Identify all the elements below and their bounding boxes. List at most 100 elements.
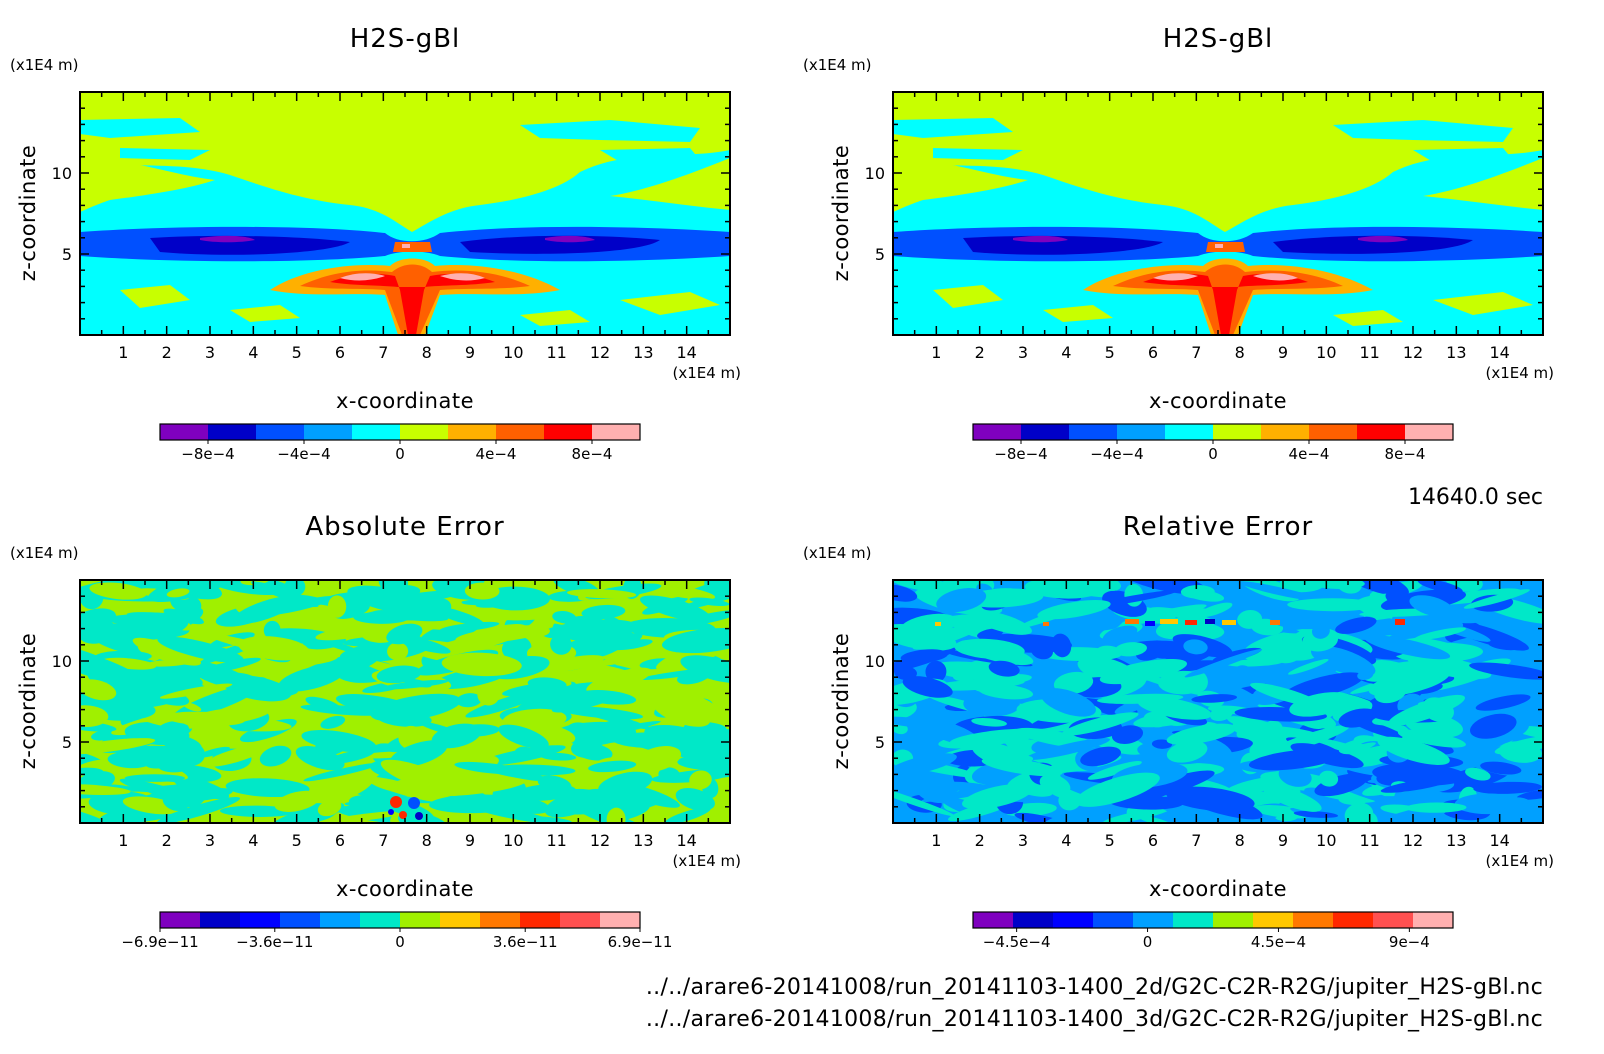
field-patch — [1357, 804, 1450, 823]
colorbar-swatch — [256, 424, 305, 440]
field-patch — [1075, 772, 1160, 807]
field-patch — [452, 724, 500, 737]
field-patch — [365, 776, 447, 803]
field-patch — [317, 799, 342, 817]
colorbar-swatch — [1405, 424, 1454, 440]
colorbar-swatch — [1253, 912, 1294, 928]
field-patch — [422, 598, 452, 620]
field-patch — [900, 613, 958, 637]
field-patch — [1191, 694, 1238, 703]
field-patch — [900, 649, 949, 663]
field-patch — [1516, 788, 1543, 800]
panel-title: H2S-gBl — [1163, 24, 1274, 54]
field-patch — [478, 745, 566, 767]
x-tick-label: 10 — [503, 831, 523, 850]
x-tick-label: 2 — [162, 343, 172, 362]
field-patch — [154, 721, 190, 744]
colorbar-tick-label: 0 — [1143, 933, 1153, 951]
field-patch — [1248, 749, 1341, 771]
field-patch — [986, 754, 1034, 767]
field-patch — [1166, 740, 1208, 763]
field-patch — [513, 625, 551, 638]
field-patch — [704, 580, 730, 592]
colorbar-tick-label: −8e−4 — [994, 445, 1047, 463]
field-patch — [1087, 761, 1142, 780]
x-axis-label: x-coordinate — [1149, 877, 1287, 901]
field-patch — [1311, 645, 1376, 677]
heatmap-field — [80, 580, 730, 823]
y-tick-label: 10 — [52, 652, 72, 671]
y-axis-label: z-coordinate — [829, 145, 853, 282]
field-patch — [157, 636, 244, 663]
field-patch — [1405, 802, 1467, 813]
colorbar-swatch — [1413, 912, 1454, 928]
field-patch — [91, 729, 116, 741]
field-patch — [1338, 708, 1378, 728]
field-patch — [689, 597, 730, 606]
field-patch — [225, 778, 310, 798]
heatmap-field — [893, 92, 1543, 335]
field-patch — [949, 728, 1044, 747]
field-patch — [1166, 723, 1237, 745]
field-patch — [1114, 642, 1147, 657]
file-path-2d: ../../arare6-20141008/run_20141103-1400_… — [646, 975, 1543, 1000]
x-unit-label: (x1E4 m) — [672, 364, 741, 382]
field-patch — [1350, 810, 1378, 823]
y-unit-label: (x1E4 m) — [803, 544, 872, 562]
x-tick-label: 5 — [1105, 343, 1115, 362]
field-patch — [1237, 609, 1263, 629]
field-patch — [936, 587, 987, 613]
x-tick-label: 6 — [335, 831, 345, 850]
x-tick-label: 11 — [546, 831, 566, 850]
x-tick-label: 2 — [975, 831, 985, 850]
panel-title: Absolute Error — [305, 512, 504, 542]
x-tick-label: 10 — [503, 343, 523, 362]
x-tick-label: 14 — [676, 343, 696, 362]
field-patch — [164, 711, 245, 726]
x-tick-label: 7 — [1191, 831, 1201, 850]
field-patch — [1233, 665, 1254, 683]
field-patch — [670, 692, 719, 714]
field-patch — [1314, 773, 1368, 797]
colorbar-tick-label: 4e−4 — [1289, 445, 1330, 463]
colorbar-tick-label: 0 — [395, 445, 405, 463]
x-tick-label: 9 — [465, 343, 475, 362]
colorbar-swatch — [400, 912, 441, 928]
field-patch — [107, 751, 152, 769]
field-patch — [371, 590, 463, 607]
field-patch — [588, 760, 637, 773]
x-tick-label: 14 — [1489, 831, 1509, 850]
colorbar-swatch — [480, 912, 521, 928]
field-patch — [606, 807, 626, 823]
field-patch — [387, 642, 409, 661]
x-tick-label: 9 — [1278, 831, 1288, 850]
colorbar: −4.5e−4 0 4.5e−4 9e−4 — [972, 911, 1454, 951]
field-patch — [464, 582, 500, 600]
field-patch — [893, 584, 918, 602]
field-patch — [1289, 692, 1352, 717]
field-patch — [80, 738, 156, 755]
field-patch — [441, 652, 522, 677]
x-tick-label: 11 — [1359, 831, 1379, 850]
colorbar-swatch — [160, 912, 201, 928]
field-patch — [1039, 774, 1071, 796]
y-axis-label: z-coordinate — [16, 145, 40, 282]
colorbar-swatch — [1261, 424, 1310, 440]
colorbar-frame — [972, 911, 1454, 929]
y-axis: 5 10 — [865, 91, 1543, 336]
field-patch — [1109, 795, 1184, 810]
field-patch — [295, 746, 345, 771]
field-patch — [152, 580, 203, 592]
y-unit-label: (x1E4 m) — [803, 56, 872, 74]
field-patch — [185, 732, 222, 744]
x-tick-label: 5 — [1105, 831, 1115, 850]
x-tick-label: 3 — [1018, 343, 1028, 362]
field-patch — [1124, 770, 1215, 802]
x-tick-label: 4 — [248, 831, 258, 850]
field-patch — [505, 797, 550, 814]
x-unit-label: (x1E4 m) — [672, 852, 741, 870]
colorbar: −6.9e−11 −3.6e−11 0 3.6e−11 6.9e−11 — [121, 911, 672, 951]
field-patch — [1037, 600, 1111, 620]
field-patch — [567, 589, 637, 599]
x-tick-label: 1 — [118, 343, 128, 362]
